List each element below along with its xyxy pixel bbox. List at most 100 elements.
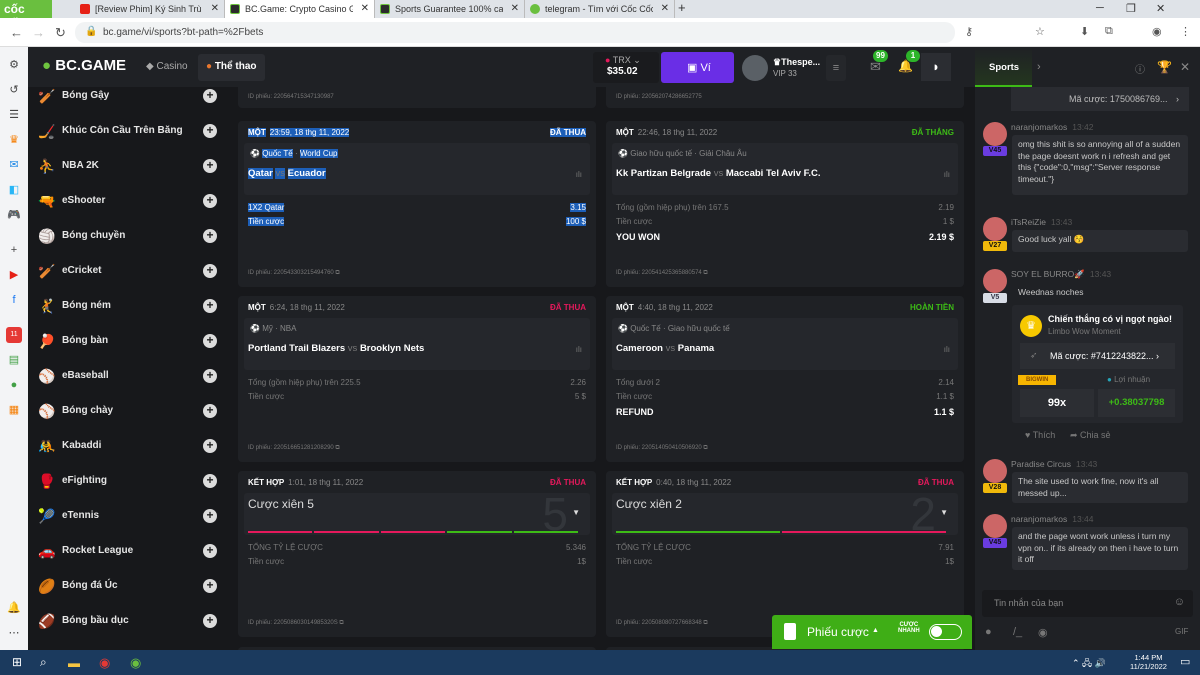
tray-icons[interactable]: ⌃ 🖧 🔊 (1072, 658, 1106, 668)
settings-icon[interactable]: ⚙ (9, 59, 19, 71)
profile-icon[interactable]: ◉ (1152, 26, 1162, 38)
expand-plus-icon[interactable]: + (203, 369, 217, 383)
sidebar-item[interactable]: 🏏 Bóng Gậy + (28, 87, 228, 114)
url-input[interactable]: 🔒 bc.game/vi/sports?bt-path=%2Fbets (75, 22, 955, 43)
stats-icon[interactable]: ılı (575, 170, 582, 179)
close-tab-icon[interactable]: ✕ (660, 3, 669, 14)
close-tab-icon[interactable]: ✕ (360, 3, 369, 14)
add-icon[interactable]: + (10, 244, 18, 256)
match-info[interactable]: ⚽ Mỹ · NBA Portland Trail Blazers vs Bro… (244, 318, 590, 370)
search-icon[interactable]: ⌕ (40, 655, 47, 669)
sidebar-item[interactable]: 🤼 Kabaddi + (28, 429, 228, 464)
username[interactable]: ♛Thespe... (773, 57, 821, 67)
match-info[interactable]: ⚽ Quốc Tế · Giao hữu quốc tế Cameroon vs… (612, 318, 958, 370)
menu-icon[interactable]: ⋮ (1180, 26, 1191, 38)
minimize-button[interactable]: ─ (1096, 2, 1104, 14)
like-button[interactable]: ♥ Thích (1025, 430, 1056, 440)
close-window-button[interactable]: ✕ (1156, 3, 1166, 15)
bell-icon[interactable]: 🔔 (898, 59, 913, 73)
quick-bet-toggle[interactable] (929, 624, 962, 640)
nav-casino[interactable]: ◆ Casino (146, 61, 188, 72)
chat-message-input[interactable]: Tin nhắn của bạn ☺ (982, 590, 1193, 617)
sidebar-item[interactable]: 🎾 eTennis + (28, 499, 228, 534)
expand-plus-icon[interactable]: + (203, 404, 217, 418)
copy-icon[interactable]: ⧉ (339, 620, 344, 626)
pinned-bet-link[interactable]: Mã cược: 1750086769... › (1011, 87, 1189, 111)
chat-username[interactable]: Paradise Circus (1011, 459, 1071, 469)
sidebar-item[interactable]: 🏐 Bóng chuyền + (28, 219, 228, 254)
action-center-icon[interactable]: ▭ (1180, 656, 1191, 668)
copy-icon[interactable]: ⧉ (703, 445, 708, 451)
expand-plus-icon[interactable]: + (203, 509, 217, 523)
emoji-icon[interactable]: ☺ (1173, 596, 1185, 608)
chat-username[interactable]: iTsReiZie (1011, 217, 1046, 227)
sidebar-item[interactable]: 🏏 eCricket + (28, 254, 228, 289)
expand-plus-icon[interactable]: + (203, 194, 217, 208)
nav-sports[interactable]: ● Thể thao (198, 54, 265, 81)
coccoc-icon[interactable]: ● (10, 379, 18, 391)
youtube-icon[interactable]: ▶ (9, 269, 19, 281)
stats-icon[interactable]: ılı (943, 170, 950, 179)
clock[interactable]: 1:44 PM 11/21/2022 (1130, 653, 1167, 671)
currency-selector[interactable]: ● TRX ⌄ $35.02 (593, 52, 659, 83)
sidebar-item[interactable]: ⚾ eBaseball + (28, 359, 228, 394)
crown-icon[interactable]: ♛ (9, 134, 19, 146)
app-icon[interactable]: ◧ (8, 184, 20, 196)
mail-icon[interactable]: ✉ (870, 59, 881, 74)
chat-username[interactable]: SOY EL BURRO🚀 (1011, 269, 1085, 279)
tab-sports-guarantee[interactable]: Sports Guarantee 100% cash ✕ (375, 0, 525, 18)
avatar[interactable] (983, 217, 1007, 241)
sidebar-item[interactable]: 🔫 eShooter + (28, 184, 228, 219)
match-info[interactable]: ⚽ Quốc Tế · World Cup Qatar vs Ecuador ı… (244, 143, 590, 195)
windows-start-icon[interactable]: ⊞ (12, 655, 23, 669)
notification-bell-icon[interactable]: 🔔 (7, 602, 21, 614)
expand-plus-icon[interactable]: + (203, 334, 217, 348)
sticker-icon[interactable]: ◉ (1038, 627, 1048, 639)
tab-bcgame[interactable]: BC.Game: Crypto Casino Gan✕ (225, 0, 375, 18)
close-chat-icon[interactable]: ✕ (1180, 60, 1191, 74)
wallet-button[interactable]: ▣ Ví (661, 52, 734, 83)
close-tab-icon[interactable]: ✕ (210, 3, 219, 14)
chat-toggle-icon[interactable]: ◗ (921, 53, 951, 81)
expand-plus-icon[interactable]: + (203, 124, 217, 138)
match-info[interactable]: ⚽ Giao hữu quốc tế · Giải Châu Âu Kk Par… (612, 143, 958, 195)
expand-plus-icon[interactable]: + (203, 474, 217, 488)
expand-plus-icon[interactable]: + (203, 229, 217, 243)
sidebar-item[interactable]: 🤾 Bóng ném + (28, 289, 228, 324)
tab-telegram-search[interactable]: telegram - Tìm với Cốc Cốc ✕ (525, 0, 675, 18)
menu-list-icon[interactable]: ≡ (826, 55, 846, 81)
expand-plus-icon[interactable]: + (203, 89, 217, 103)
copy-icon[interactable]: ⧉ (335, 270, 340, 276)
expand-plus-icon[interactable]: + (203, 439, 217, 453)
bet-id-link[interactable]: ➶ Mã cược: #7412243822... › (1020, 343, 1175, 369)
chat-username[interactable]: naranjomarkos (1011, 514, 1068, 524)
coccoc-taskbar-icon[interactable]: ◉ (130, 655, 142, 670)
expand-plus-icon[interactable]: + (203, 579, 217, 593)
browser-brand[interactable]: cốc cốc (0, 0, 52, 30)
parlay-dropdown[interactable]: 5 Cược xiên 5 ▼ (244, 488, 590, 540)
avatar[interactable] (983, 514, 1007, 538)
copy-icon[interactable]: ⧉ (703, 270, 708, 276)
parlay-dropdown[interactable]: 2 Cược xiên 2 ▼ (612, 488, 958, 540)
sidebar-item[interactable]: 🏒 Khúc Côn Cầu Trên Băng + (28, 114, 228, 149)
avatar[interactable] (983, 269, 1007, 293)
trophy-icon[interactable]: 🏆 (1157, 60, 1172, 74)
sidebar-item[interactable]: 🏓 Bóng bàn + (28, 324, 228, 359)
share-button[interactable]: ➦ Chia sẻ (1070, 430, 1111, 440)
copy-icon[interactable]: ⧉ (335, 445, 340, 451)
history-icon[interactable]: ↺ (9, 84, 19, 96)
maximize-button[interactable]: ❐ (1126, 3, 1136, 15)
back-icon[interactable]: ← (10, 25, 23, 40)
copy-icon[interactable]: ⧉ (703, 620, 708, 626)
shopee-icon[interactable]: 11 (6, 327, 22, 343)
facebook-icon[interactable]: f (12, 294, 16, 306)
stats-icon[interactable]: ılı (575, 345, 582, 354)
shop-icon[interactable]: ▦ (8, 404, 20, 416)
reload-icon[interactable]: ↻ (55, 25, 66, 40)
download-icon[interactable]: ⬇ (1080, 26, 1090, 38)
sidebar-item[interactable]: 🏉 Bóng đá Úc + (28, 569, 228, 604)
command-icon[interactable]: /_ (1013, 626, 1023, 638)
tab-review-phim[interactable]: [Review Phim] Ký Sinh Trù ✕ (75, 0, 225, 18)
expand-plus-icon[interactable]: + (203, 614, 217, 628)
user-avatar[interactable] (742, 55, 768, 81)
